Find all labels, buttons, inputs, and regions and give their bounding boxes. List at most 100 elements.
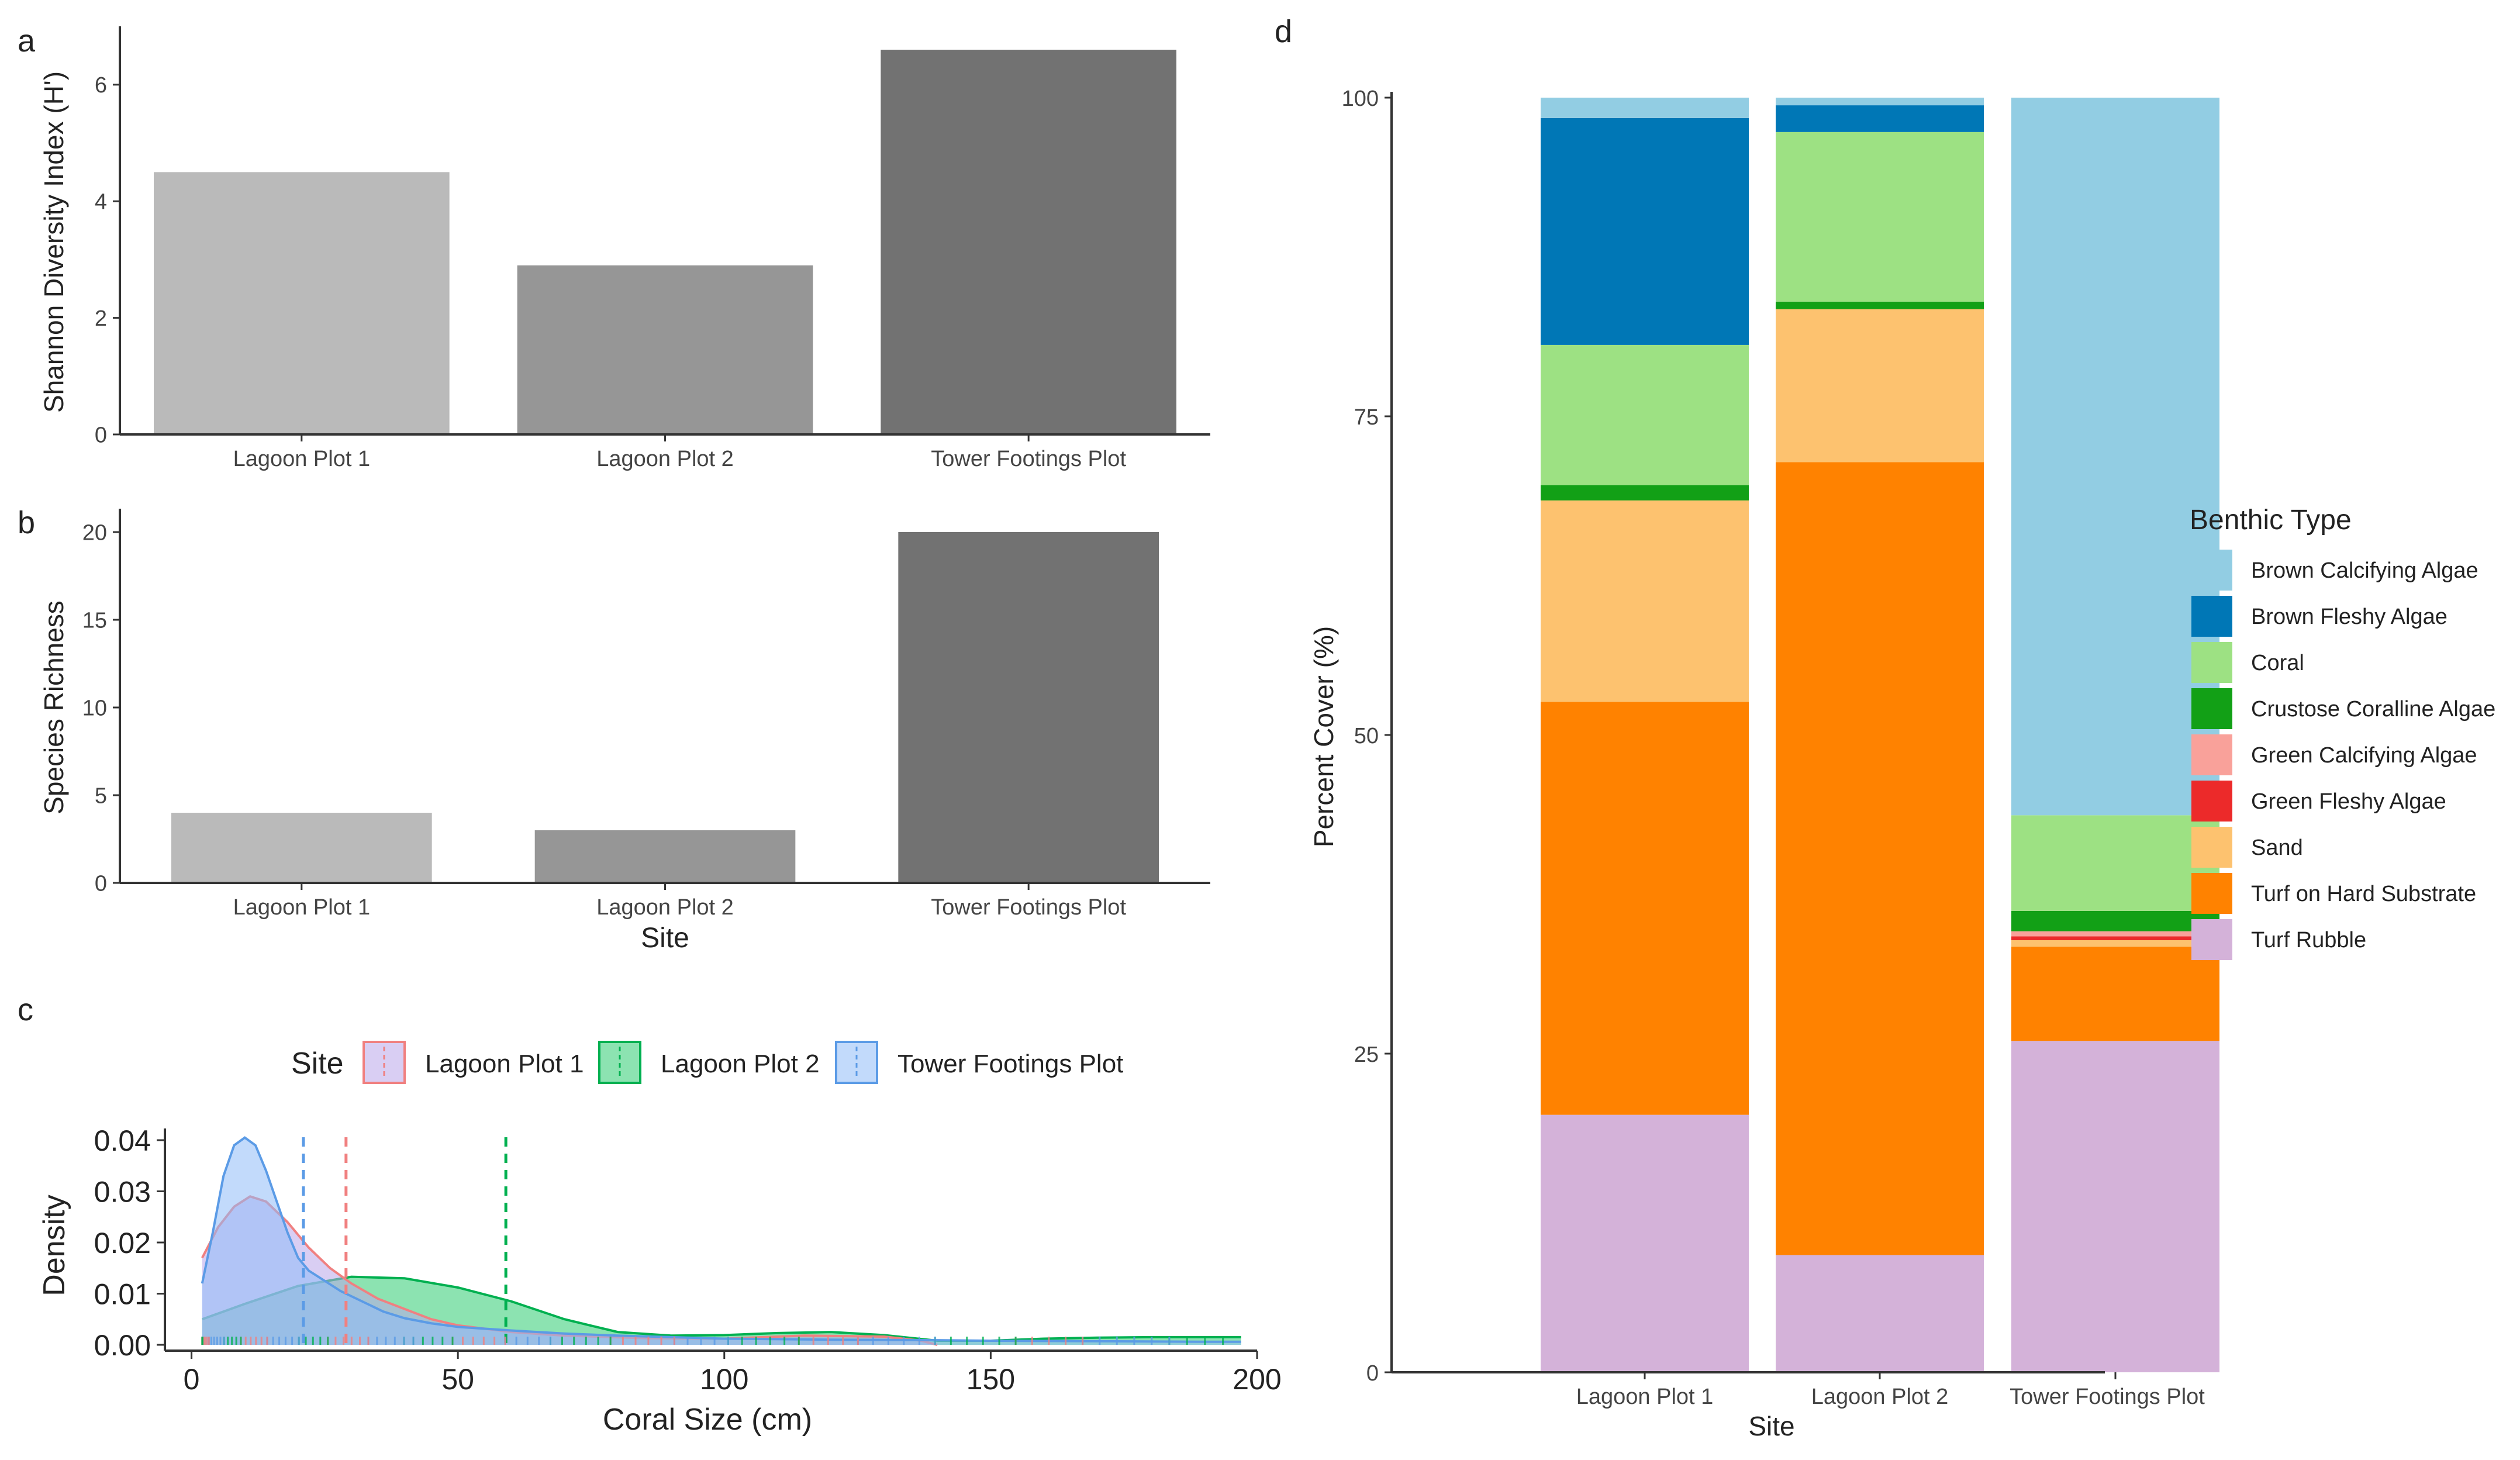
stack-segment-0-2 [1541,344,1749,485]
x-tick-label: Lagoon Plot 1 [233,447,371,471]
panel-letter-b: b [18,505,35,540]
x-tick-label: Tower Footings Plot [931,447,1126,471]
y-tick-label: 4 [95,190,107,215]
stack-segment-0-7 [1541,702,1749,1115]
y-tick-label: 0 [95,871,107,896]
legend-swatch-1 [2191,596,2232,637]
x-tick-label: Lagoon Plot 1 [233,895,371,920]
y-tick-label: 6 [95,73,107,98]
bar-panel-a-1 [517,265,813,434]
x-axis-title: Site [641,923,689,954]
bar-panel-b-1 [534,830,796,883]
x-tick-label: Lagoon Plot 1 [1576,1385,1714,1409]
legend-label-7: Turf on Hard Substrate [2251,882,2476,906]
stack-segment-1-3 [1776,301,1984,309]
y-tick-label: 0 [1366,1361,1379,1386]
y-tick-label: 25 [1354,1043,1379,1067]
y-tick-label: 50 [1354,724,1379,748]
legend-label-2: Coral [2251,651,2304,675]
stack-segment-2-2 [2011,815,2219,911]
y-tick-label: 75 [1354,405,1379,430]
x-tick-label: Tower Footings Plot [931,895,1126,920]
y-tick-label: 20 [82,520,107,545]
stack-segment-2-0 [2011,98,2219,816]
panel-c-density-chart: 0.00 0.01 0.02 0.03 0.04 0 50 100 150 200 Coral Si… [37,1041,1282,1437]
y-tick-label: 10 [82,696,107,720]
x-tick-label: 0 [184,1363,200,1396]
bar-panel-a-0 [154,172,450,434]
panel-a-shannon-chart: 0 2 4 6 Lagoon Plot 1 Lagoon Plot 2 Tower Foot… [39,26,1210,471]
y-tick-label: 15 [82,608,107,633]
density-line-2 [201,1136,1241,1343]
stack-segment-1-7 [1776,462,1984,1255]
panel-b-richness-chart: 0 5 10 15 20 Lagoon Plot 1 Lagoon Plot 2 Tower … [39,509,1210,954]
density-area-0 [202,1196,938,1345]
legend-label-1: Lagoon Plot 2 [661,1050,820,1078]
x-tick-label: 200 [1233,1363,1281,1396]
stack-segment-1-0 [1776,98,1984,106]
legend-label-5: Green Fleshy Algae [2251,789,2446,814]
x-tick-label: 150 [966,1363,1015,1396]
y-tick-label: 2 [95,306,107,331]
x-tick-label: Tower Footings Plot [2010,1385,2205,1409]
stack-segment-1-8 [1776,1255,1984,1372]
legend-swatch-8 [2191,919,2232,960]
legend-swatch-0 [2191,550,2232,591]
legend-swatch-3 [2191,688,2232,729]
stack-segment-2-5 [2011,936,2219,940]
stack-segment-0-1 [1541,118,1749,345]
x-tick-label: 100 [700,1363,748,1396]
stack-segment-0-6 [1541,500,1749,702]
y-tick-label: 0.02 [94,1227,151,1259]
stack-segment-1-2 [1776,132,1984,302]
bar-panel-b-2 [898,532,1159,883]
y-axis-title: Percent Cover (%) [1309,626,1339,847]
stack-segment-2-6 [2011,940,2219,947]
stack-segment-1-1 [1776,105,1984,132]
y-tick-label: 0.00 [94,1329,151,1362]
legend-label-3: Crustose Coralline Algae [2251,697,2495,722]
legend-label-8: Turf Rubble [2251,928,2366,952]
legend-swatch-2 [2191,642,2232,683]
legend-label-1: Brown Fleshy Algae [2251,605,2447,629]
legend-label-0: Brown Calcifying Algae [2251,558,2478,583]
stack-segment-2-7 [2011,946,2219,1041]
x-axis-title: Coral Size (cm) [603,1403,812,1437]
legend-label-4: Green Calcifying Algae [2251,743,2477,768]
stack-segment-0-3 [1541,485,1749,501]
stack-segment-0-8 [1541,1114,1749,1372]
legend-swatch-4 [2191,734,2232,775]
x-tick-label: Lagoon Plot 2 [1811,1385,1949,1409]
y-tick-label: 5 [95,784,107,808]
panel-letter-c: c [18,992,33,1027]
x-tick-label: Lagoon Plot 2 [596,895,734,920]
legend-swatch-0 [363,1041,406,1084]
x-tick-label: 50 [441,1363,474,1396]
stack-segment-2-3 [2011,910,2219,931]
y-tick-label: 0.01 [94,1278,151,1311]
x-axis-title: Site [1748,1411,1794,1441]
bar-panel-a-2 [881,50,1176,434]
y-axis-title: Species Richness [39,600,69,814]
y-axis-title: Density [37,1195,71,1296]
legend-swatch-6 [2191,827,2232,868]
y-tick-label: 0.03 [94,1176,151,1209]
y-axis-title: Shannon Diversity Index (H') [39,71,69,413]
panel-letter-d: d [1275,14,1292,49]
stack-segment-0-0 [1541,98,1749,118]
legend-label-6: Sand [2251,836,2303,860]
panel-letter-a: a [18,23,36,58]
y-tick-label: 0.04 [94,1124,151,1157]
y-tick-label: 100 [1342,87,1379,111]
legend-label-2: Tower Footings Plot [897,1050,1123,1078]
legend-title: Benthic Type [2190,505,2352,536]
legend-label-0: Lagoon Plot 1 [425,1050,584,1078]
legend-title: Site [291,1047,344,1081]
legend-swatch-7 [2191,873,2232,914]
stack-segment-2-4 [2011,931,2219,937]
y-tick-label: 0 [95,423,107,447]
density-line-1 [202,1275,1241,1342]
stack-segment-2-8 [2011,1041,2219,1372]
density-area-2 [202,1137,1241,1345]
